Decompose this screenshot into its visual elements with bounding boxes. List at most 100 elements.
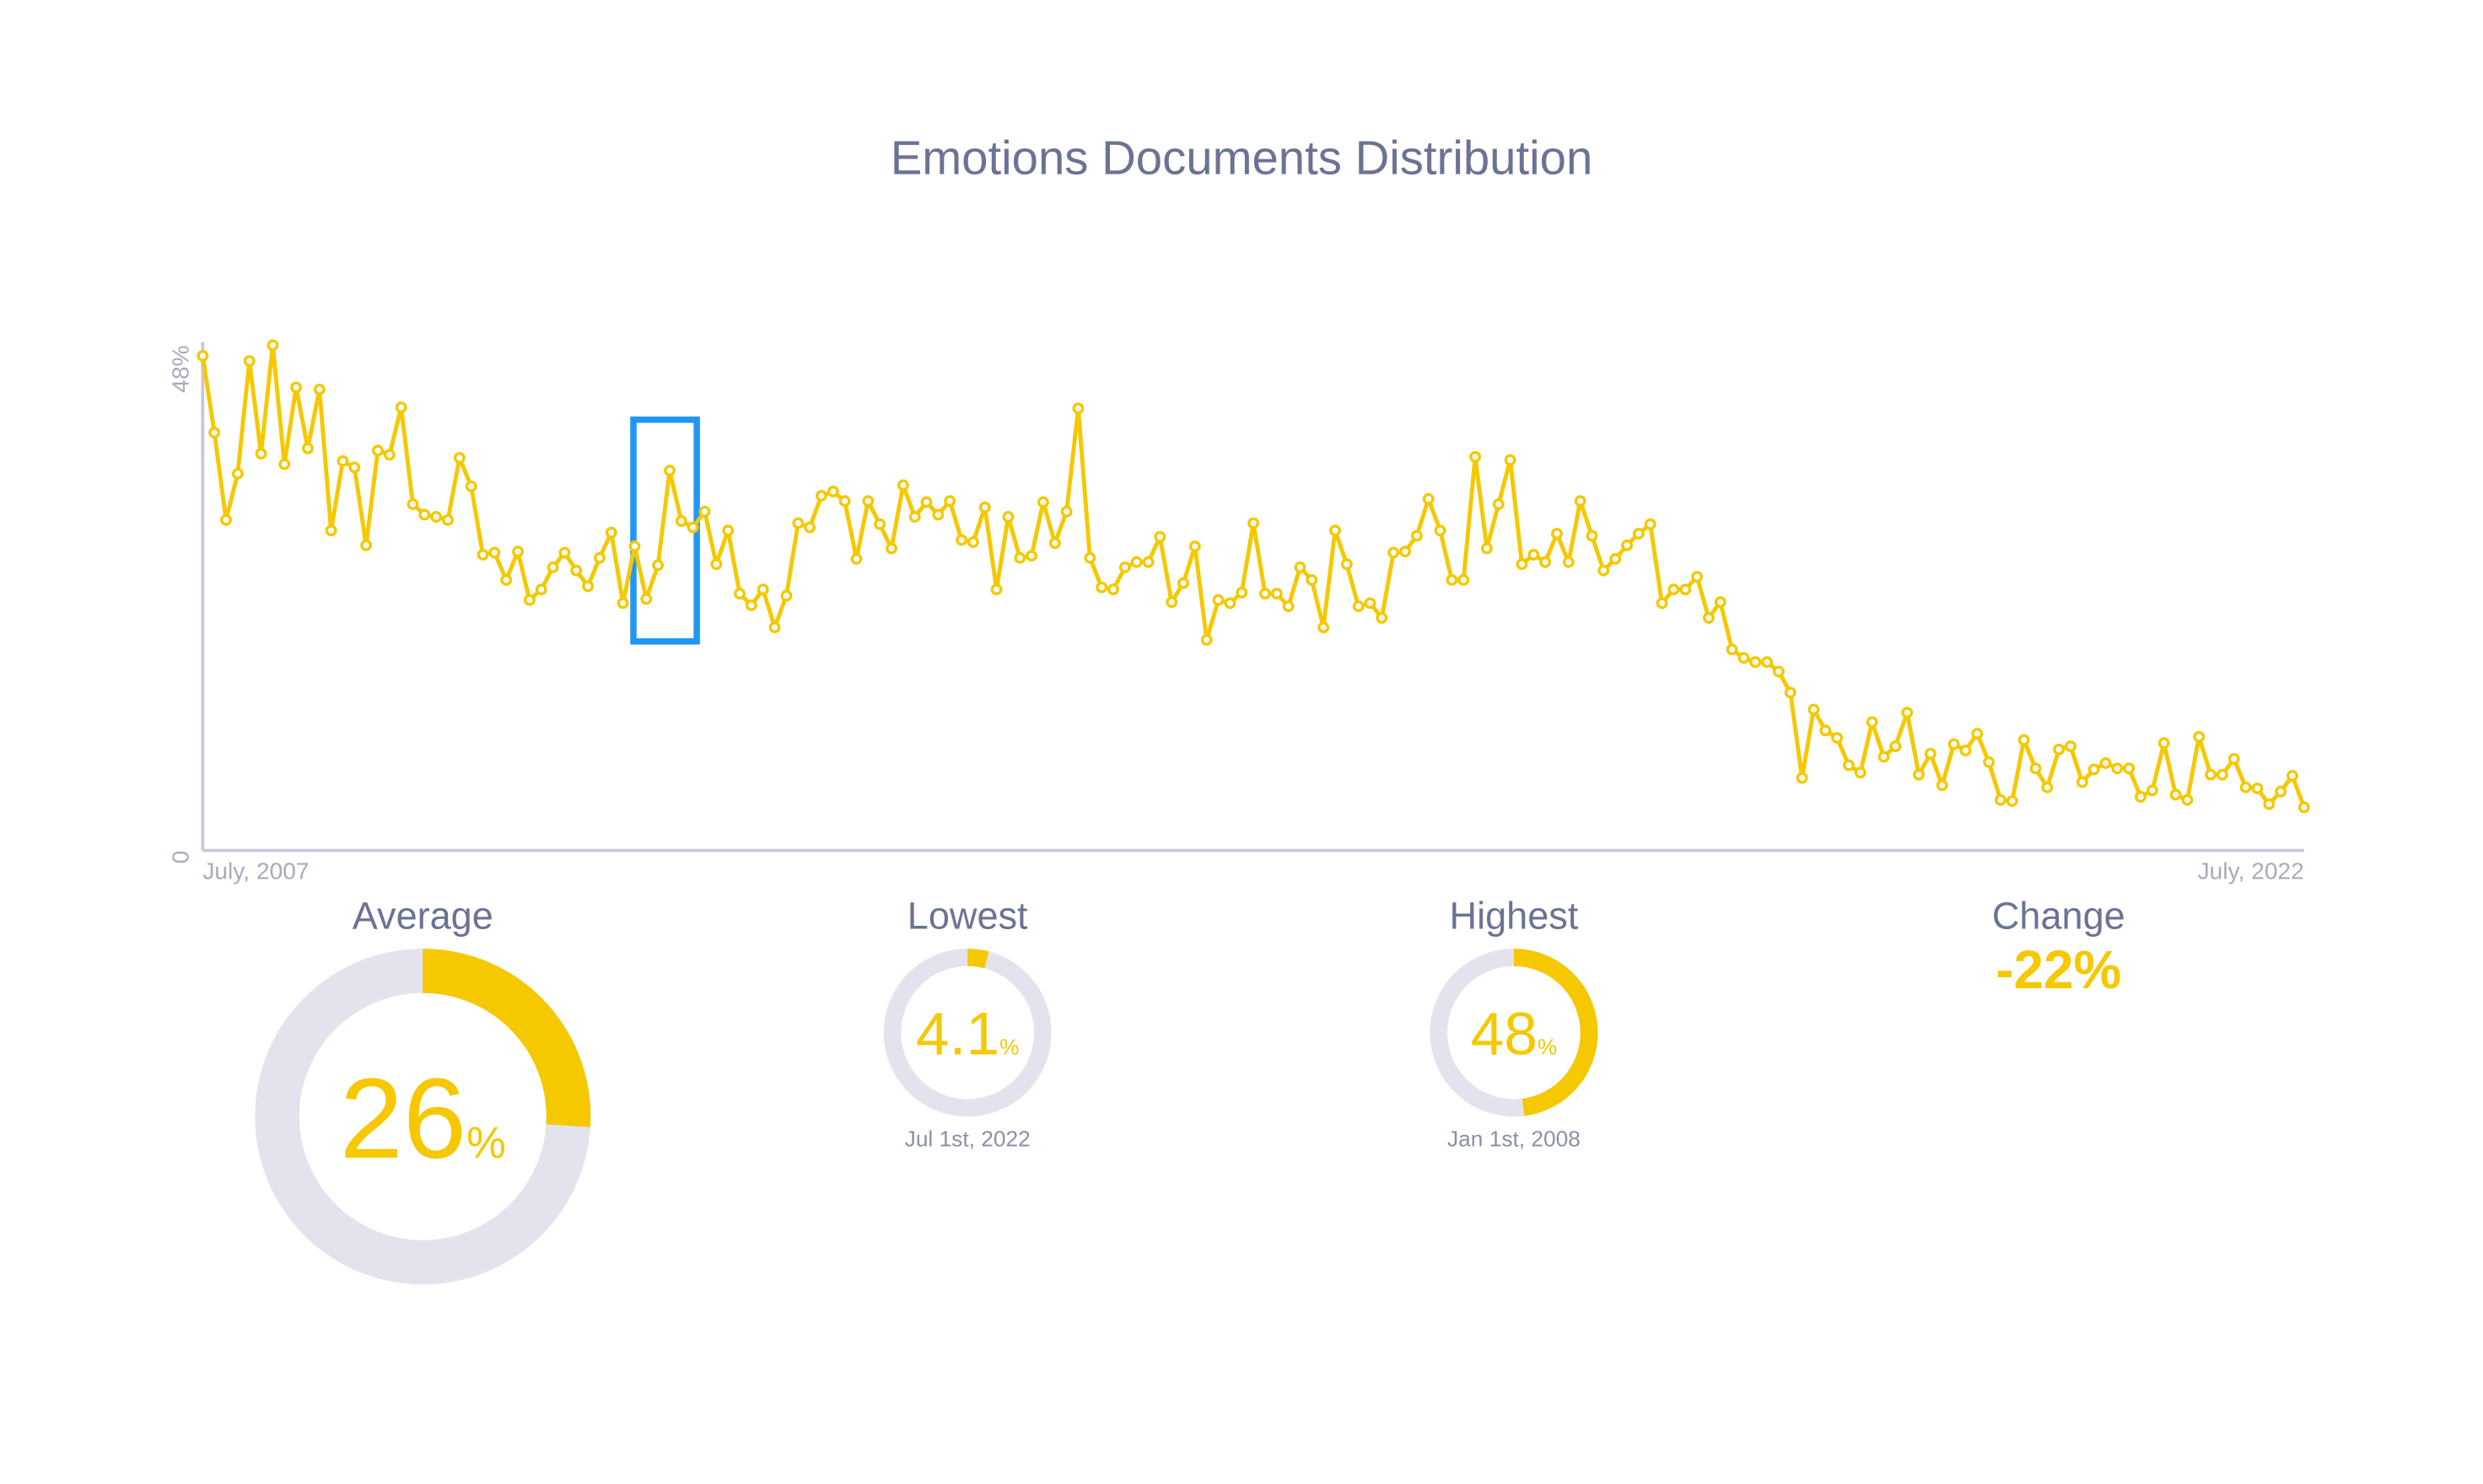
- data-point: [1726, 643, 1738, 656]
- data-point: [2239, 781, 2252, 793]
- data-point: [640, 593, 653, 605]
- data-point: [698, 505, 711, 518]
- data-point: [780, 589, 793, 602]
- data-point: [1340, 558, 1353, 571]
- data-point: [2087, 763, 2100, 776]
- data-point: [1632, 527, 1645, 540]
- data-point: [1959, 745, 1972, 757]
- data-point: [2006, 795, 2018, 807]
- data-point: [1551, 527, 1563, 540]
- data-point: [2193, 730, 2206, 743]
- data-point: [1854, 766, 1866, 779]
- data-point: [535, 583, 547, 596]
- data-point: [1995, 793, 2006, 806]
- data-point: [1691, 571, 1704, 583]
- data-point: [1586, 530, 1598, 542]
- data-point: [255, 448, 267, 460]
- data-point: [1516, 558, 1528, 571]
- data-point: [1843, 759, 1855, 772]
- data-point: [1060, 505, 1073, 518]
- data-point: [1422, 492, 1435, 505]
- data-point: [1749, 656, 1762, 669]
- data-point: [2251, 782, 2264, 794]
- data-point: [1924, 747, 1936, 760]
- data-point: [243, 355, 256, 368]
- data-point: [430, 511, 443, 523]
- data-point: [1107, 583, 1119, 596]
- data-point: [956, 534, 967, 546]
- selection-box[interactable]: [630, 417, 700, 645]
- stat-date: Jan 1st, 2008: [1447, 1126, 1581, 1151]
- data-point: [2286, 770, 2298, 782]
- data-point: [2099, 757, 2112, 770]
- data-point: [1026, 550, 1038, 562]
- data-point: [208, 427, 221, 439]
- data-point: [1446, 573, 1458, 586]
- x-tick-label: July, 2007: [202, 858, 309, 884]
- gauge-unit: %: [466, 1118, 506, 1168]
- data-point: [383, 449, 396, 461]
- data-point: [1831, 732, 1844, 745]
- data-point: [1562, 556, 1575, 568]
- data-point: [628, 540, 641, 552]
- data-point: [1737, 652, 1750, 664]
- data-point: [593, 551, 606, 564]
- data-point: [2181, 793, 2194, 806]
- data-point: [2029, 762, 2042, 775]
- data-point: [2076, 776, 2088, 788]
- data-point: [652, 559, 665, 572]
- data-point: [1679, 583, 1692, 596]
- x-tick-label: July, 2022: [2198, 858, 2304, 884]
- data-point: [477, 548, 489, 561]
- data-point: [838, 495, 851, 508]
- data-point: [722, 524, 735, 537]
- data-point: [605, 526, 617, 539]
- data-point: [1609, 552, 1622, 565]
- data-point: [453, 452, 466, 464]
- data-point: [2227, 753, 2240, 766]
- data-point: [2263, 798, 2276, 810]
- data-point: [908, 511, 921, 523]
- data-point: [1236, 586, 1248, 599]
- data-point: [932, 508, 945, 521]
- data-point: [804, 521, 816, 534]
- gauge-unit: %: [1538, 1034, 1557, 1059]
- chart-title: Emotions Documents Distribution: [891, 131, 1593, 184]
- data-point: [1037, 496, 1049, 508]
- data-point: [197, 350, 209, 362]
- data-point: [1983, 755, 1996, 768]
- data-point: [1387, 546, 1400, 559]
- data-point: [372, 444, 384, 457]
- data-point: [1072, 402, 1085, 415]
- y-tick-label: 48%: [167, 345, 193, 392]
- data-point: [2111, 762, 2124, 775]
- data-point: [734, 588, 746, 600]
- data-point: [1574, 495, 1586, 508]
- data-point: [1247, 517, 1260, 530]
- data-point: [488, 546, 501, 559]
- data-point: [1527, 548, 1540, 561]
- data-point: [2146, 784, 2158, 797]
- gauge-arc: [967, 949, 989, 969]
- data-point: [1714, 596, 1726, 609]
- data-point: [1212, 594, 1225, 606]
- data-point: [2297, 801, 2310, 814]
- data-point: [2053, 743, 2066, 755]
- data-point: [862, 495, 875, 508]
- data-point: [2275, 785, 2287, 798]
- data-point: [1084, 551, 1096, 564]
- data-point: [1644, 518, 1656, 530]
- data-point: [2123, 762, 2136, 775]
- data-line: [200, 343, 2307, 809]
- gauge-value: 26%: [340, 1055, 506, 1182]
- y-tick-label: 0: [167, 851, 193, 864]
- data-point: [1282, 600, 1295, 613]
- data-point: [301, 442, 314, 454]
- data-point: [231, 467, 244, 480]
- data-point: [337, 454, 349, 467]
- gauge-value: 48%: [1471, 1000, 1558, 1067]
- data-point: [1200, 634, 1213, 646]
- data-point: [886, 542, 897, 555]
- data-point: [325, 524, 337, 537]
